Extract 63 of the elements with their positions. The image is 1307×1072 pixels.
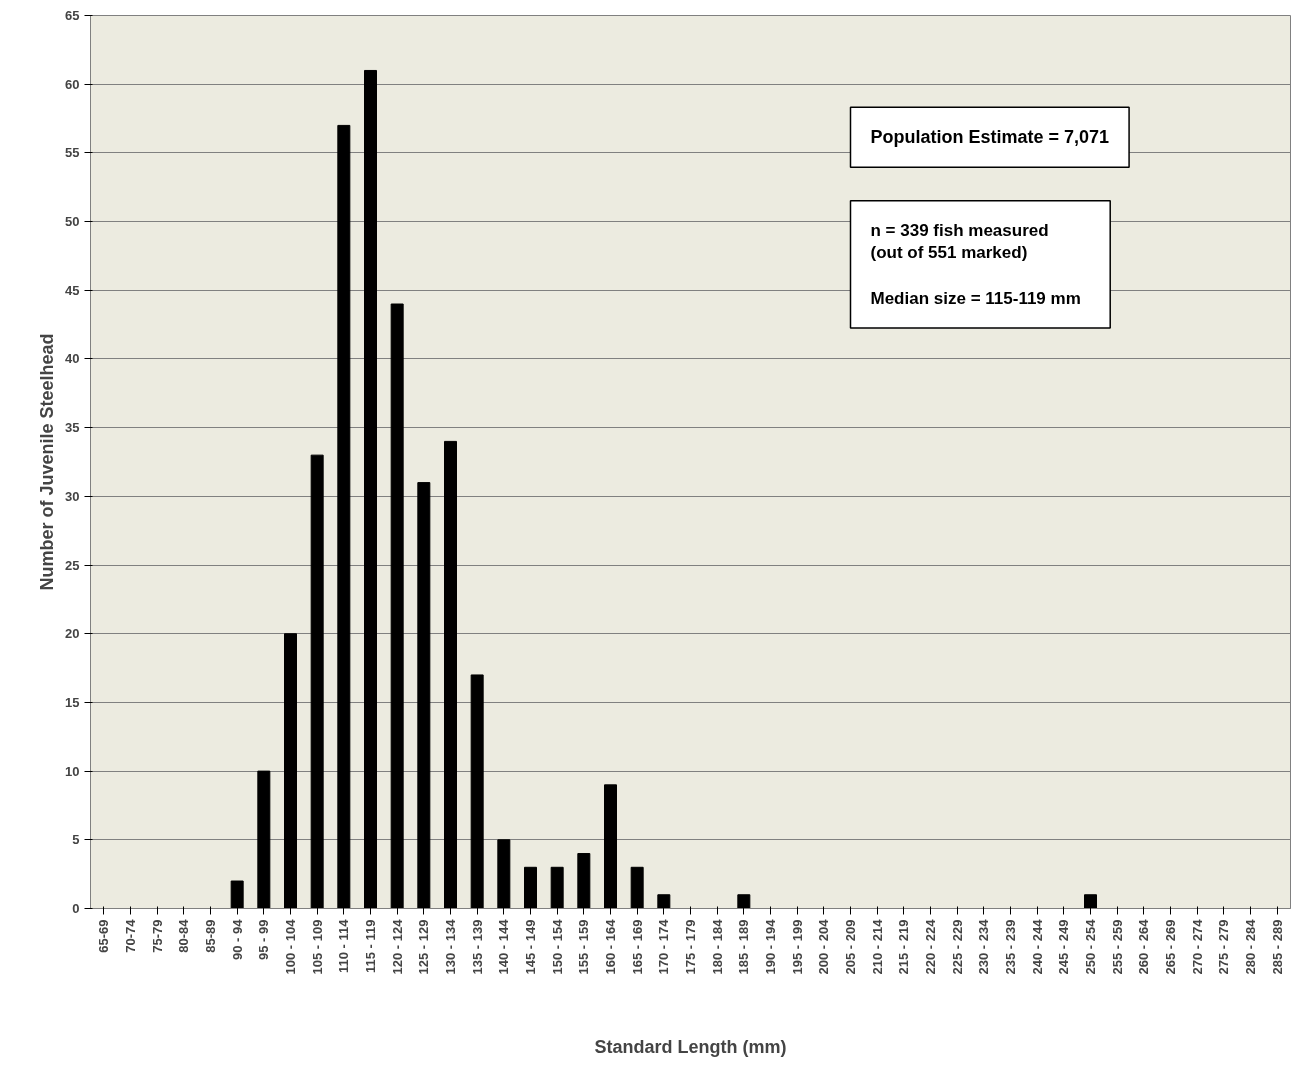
x-tick-label: 275 - 279 (1216, 919, 1232, 975)
x-tick-label: 160 - 164 (603, 918, 618, 975)
text: n = 339 fish measured (out of 551 marked) Median size = 115-119 mm (870, 220, 1081, 309)
y-tick-label: 60 (65, 76, 80, 92)
x-tick-label: 110 - 114 (336, 918, 352, 973)
x-tick-label: 145 - 149 (523, 919, 538, 975)
y-tick-label: 10 (65, 763, 80, 779)
x-tick-label: 225 - 229 (949, 919, 965, 975)
x-tick-label: 195 - 199 (789, 919, 805, 975)
x-tick-label: 130 - 134 (443, 918, 458, 975)
x-tick-label: 100 - 104 (283, 918, 298, 975)
x-tick-label: 235 - 239 (1003, 919, 1018, 975)
x-tick-label: 260 - 264 (1136, 918, 1152, 975)
x-tick-label: 85-89 (203, 919, 218, 953)
y-tick-label: 25 (65, 557, 80, 573)
x-tick-label: 165 - 169 (629, 919, 645, 975)
y-tick-label: 0 (72, 901, 80, 916)
y-tick-label: 5 (72, 832, 80, 848)
x-tick-label: 265 - 269 (1163, 919, 1178, 975)
x-tick-label: 220 - 224 (923, 918, 938, 975)
x-tick-label: 255 - 259 (1109, 919, 1125, 975)
x-tick-label: 155 - 159 (576, 919, 592, 975)
y-tick-label: 45 (65, 282, 80, 298)
annotation: Population Estimate = 7,071 (870, 127, 1110, 148)
x-tick-label: 215 - 219 (896, 919, 912, 975)
x-tick-label: 170 - 174 (656, 918, 672, 975)
y-axis-title: Number of Juvenile Steelhead (37, 333, 58, 591)
x-tick-label: 115 - 119 (363, 919, 378, 973)
y-tick-label: 40 (65, 351, 80, 367)
x-tick-label: 210 - 214 (869, 918, 885, 975)
x-axis-title: Standard Length (mm) (594, 1037, 787, 1058)
y-tick-label: 50 (65, 214, 80, 230)
y-tick-label: 55 (65, 145, 80, 161)
x-tick-label: 205 - 209 (843, 919, 858, 975)
x-tick-label: 75-79 (149, 919, 165, 953)
x-tick-label: 135 - 139 (469, 919, 485, 975)
x-tick-label: 240 - 244 (1029, 918, 1045, 975)
x-tick-label: 175 - 179 (683, 919, 698, 975)
y-tick-label: 65 (65, 8, 80, 23)
x-tick-label: 270 - 274 (1189, 918, 1205, 975)
x-tick-label: 140 - 144 (496, 918, 512, 975)
x-tick-label: 180 - 184 (709, 918, 725, 975)
x-tick-label: 185 - 189 (736, 919, 752, 975)
x-tick-label: 95 - 99 (256, 919, 272, 960)
x-tick-label: 90 - 94 (229, 918, 245, 960)
x-tick-label: 70-74 (123, 918, 138, 953)
x-tick-label: 80-84 (176, 918, 192, 953)
y-tick-label: 20 (65, 626, 80, 642)
y-tick-label: 30 (65, 488, 80, 504)
x-tick-label: 245 - 249 (1056, 919, 1072, 975)
x-tick-label: 105 - 109 (309, 919, 325, 975)
x-tick-label: 125 - 129 (416, 919, 432, 975)
x-tick-label: 200 - 204 (816, 918, 832, 975)
x-tick-label: 230 - 234 (976, 918, 992, 975)
x-tick-label: 190 - 194 (763, 918, 778, 975)
x-tick-label: 285 - 289 (1269, 919, 1285, 975)
x-tick-label: 280 - 284 (1243, 918, 1258, 975)
x-tick-label: 120 - 124 (389, 918, 405, 975)
x-tick-label: 65-69 (96, 919, 112, 953)
y-tick-label: 15 (65, 694, 80, 710)
y-tick-label: 35 (65, 420, 80, 436)
x-tick-label: 150 - 154 (549, 918, 565, 975)
x-tick-label: 250 - 254 (1083, 918, 1098, 975)
